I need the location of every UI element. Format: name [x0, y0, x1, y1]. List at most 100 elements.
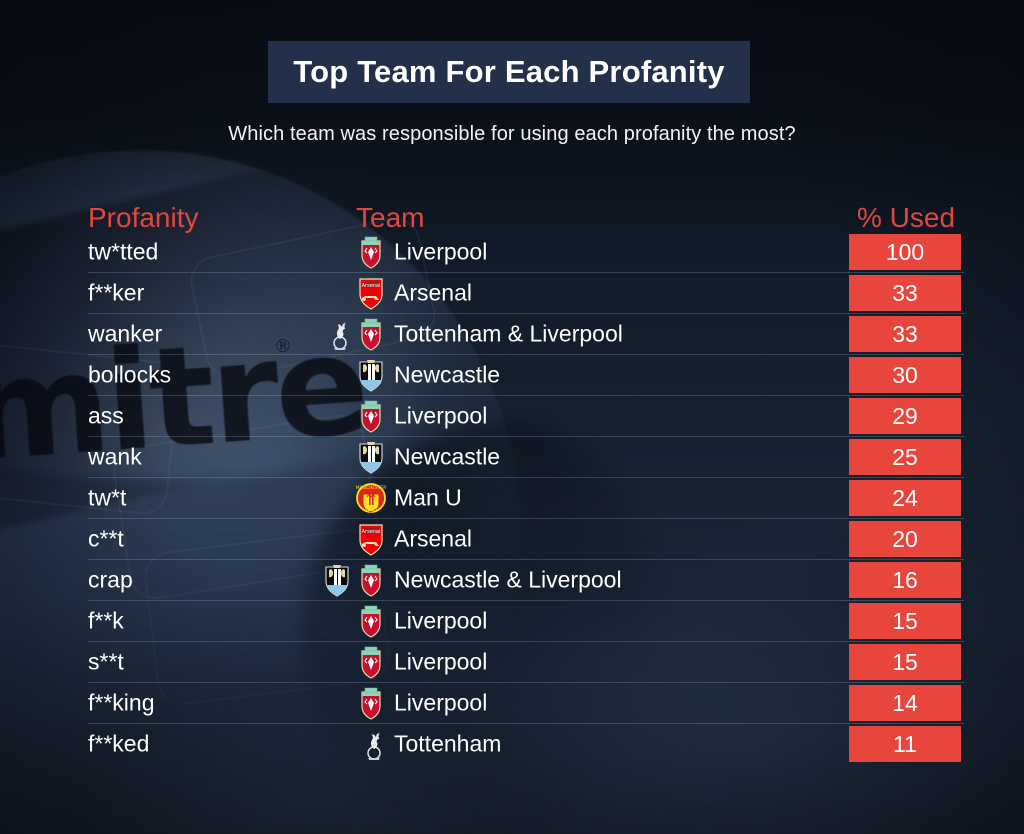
cell-percent-bar: 100	[849, 234, 961, 270]
table-row: tw*t Man U 24	[88, 477, 964, 518]
cell-percent-bar: 24	[849, 480, 961, 516]
cell-percent-bar: 15	[849, 603, 961, 639]
table-body: tw*tted Liverpool 100 f**ker Arsenal 33 wanker…	[88, 232, 964, 764]
cell-team-name: Newcastle	[394, 443, 501, 470]
page-title: Top Team For Each Profanity	[293, 54, 725, 89]
arsenal-badge-icon	[356, 522, 386, 556]
table-row: s**t Liverpool 15	[88, 641, 964, 682]
cell-percent-bar: 11	[849, 726, 961, 762]
table-row: f**k Liverpool 15	[88, 600, 964, 641]
arsenal-badge-icon	[356, 276, 386, 310]
cell-profanity: c**t	[88, 525, 124, 552]
cell-profanity: tw*t	[88, 484, 127, 511]
cell-profanity: wanker	[88, 320, 163, 347]
cell-profanity: tw*tted	[88, 238, 159, 265]
cell-profanity: f**k	[88, 607, 124, 634]
cell-percent-bar: 30	[849, 357, 961, 393]
cell-percent-bar: 25	[849, 439, 961, 475]
percent-value: 100	[885, 238, 925, 265]
percent-value: 14	[892, 689, 918, 716]
table-row: crap Newcastle & Liverpool 16	[88, 559, 964, 600]
table-row: wank Newcastle 25	[88, 436, 964, 477]
cell-percent-bar: 29	[849, 398, 961, 434]
liverpool-badge-icon	[356, 604, 386, 638]
table-row: c**t Arsenal 20	[88, 518, 964, 559]
percent-value: 33	[892, 320, 918, 347]
cell-club-badges	[302, 275, 386, 311]
column-header-team: Team	[356, 202, 425, 233]
cell-team-name: Liverpool	[394, 689, 488, 716]
percent-value: 11	[893, 730, 917, 757]
title-banner: Top Team For Each Profanity	[268, 41, 750, 103]
percent-value: 15	[892, 648, 918, 675]
cell-percent-bar: 33	[849, 316, 961, 352]
profanity-table: Profanity Team % Used tw*tted Liverpool 10…	[88, 190, 964, 764]
table-row: bollocks Newcastle 30	[88, 354, 964, 395]
cell-team-name: Newcastle	[394, 361, 501, 388]
percent-value: 25	[892, 443, 918, 470]
cell-club-badges	[302, 603, 386, 639]
liverpool-badge-icon	[356, 563, 386, 597]
cell-team-name: Liverpool	[394, 238, 488, 265]
liverpool-badge-icon	[356, 645, 386, 679]
cell-team-name: Liverpool	[394, 402, 488, 429]
percent-value: 16	[892, 566, 918, 593]
cell-club-badges	[302, 521, 386, 557]
percent-value: 20	[892, 525, 918, 552]
newcastle-badge-icon	[322, 563, 352, 597]
cell-profanity: f**ker	[88, 279, 145, 306]
table-row: f**ker Arsenal 33	[88, 272, 964, 313]
cell-club-badges	[302, 316, 386, 352]
cell-profanity: f**ked	[88, 730, 150, 757]
cell-club-badges	[302, 357, 386, 393]
percent-value: 29	[892, 402, 918, 429]
liverpool-badge-icon	[356, 235, 386, 269]
table-row: ass Liverpool 29	[88, 395, 964, 436]
cell-team-name: Tottenham	[394, 730, 502, 757]
table-row: tw*tted Liverpool 100	[88, 232, 964, 272]
percent-value: 30	[892, 361, 918, 388]
percent-value: 24	[892, 484, 918, 511]
cell-team-name: Newcastle & Liverpool	[394, 566, 622, 593]
cell-club-badges	[302, 439, 386, 475]
percent-value: 15	[892, 607, 918, 634]
cell-team-name: Liverpool	[394, 648, 488, 675]
cell-club-badges	[302, 234, 386, 270]
cell-team-name: Man U	[394, 484, 462, 511]
cell-club-badges	[302, 480, 386, 516]
cell-percent-bar: 15	[849, 644, 961, 680]
newcastle-badge-icon	[356, 440, 386, 474]
manutd-badge-icon	[356, 481, 386, 515]
cell-percent-bar: 33	[849, 275, 961, 311]
cell-club-badges	[302, 562, 386, 598]
column-header-profanity: Profanity	[88, 202, 199, 233]
percent-value: 33	[892, 279, 918, 306]
cell-team-name: Arsenal	[394, 525, 472, 552]
liverpool-badge-icon	[356, 399, 386, 433]
cell-percent-bar: 14	[849, 685, 961, 721]
cell-percent-bar: 16	[849, 562, 961, 598]
cell-team-name: Tottenham & Liverpool	[394, 320, 623, 347]
cell-team-name: Arsenal	[394, 279, 472, 306]
cell-team-name: Liverpool	[394, 607, 488, 634]
cell-profanity: wank	[88, 443, 142, 470]
cell-club-badges	[302, 398, 386, 434]
table-row: f**ked Tottenham 11	[88, 723, 964, 764]
cell-profanity: ass	[88, 402, 124, 429]
tottenham-badge-icon	[328, 317, 352, 351]
table-header-row: Profanity Team % Used	[88, 190, 964, 232]
newcastle-badge-icon	[356, 358, 386, 392]
table-row: f**king Liverpool 14	[88, 682, 964, 723]
cell-club-badges	[302, 644, 386, 680]
cell-club-badges	[302, 726, 386, 762]
cell-percent-bar: 20	[849, 521, 961, 557]
cell-profanity: f**king	[88, 689, 155, 716]
cell-profanity: crap	[88, 566, 133, 593]
liverpool-badge-icon	[356, 686, 386, 720]
cell-profanity: bollocks	[88, 361, 172, 388]
column-header-percent-used: % Used	[856, 202, 956, 233]
cell-profanity: s**t	[88, 648, 124, 675]
liverpool-badge-icon	[356, 317, 386, 351]
cell-club-badges	[302, 685, 386, 721]
